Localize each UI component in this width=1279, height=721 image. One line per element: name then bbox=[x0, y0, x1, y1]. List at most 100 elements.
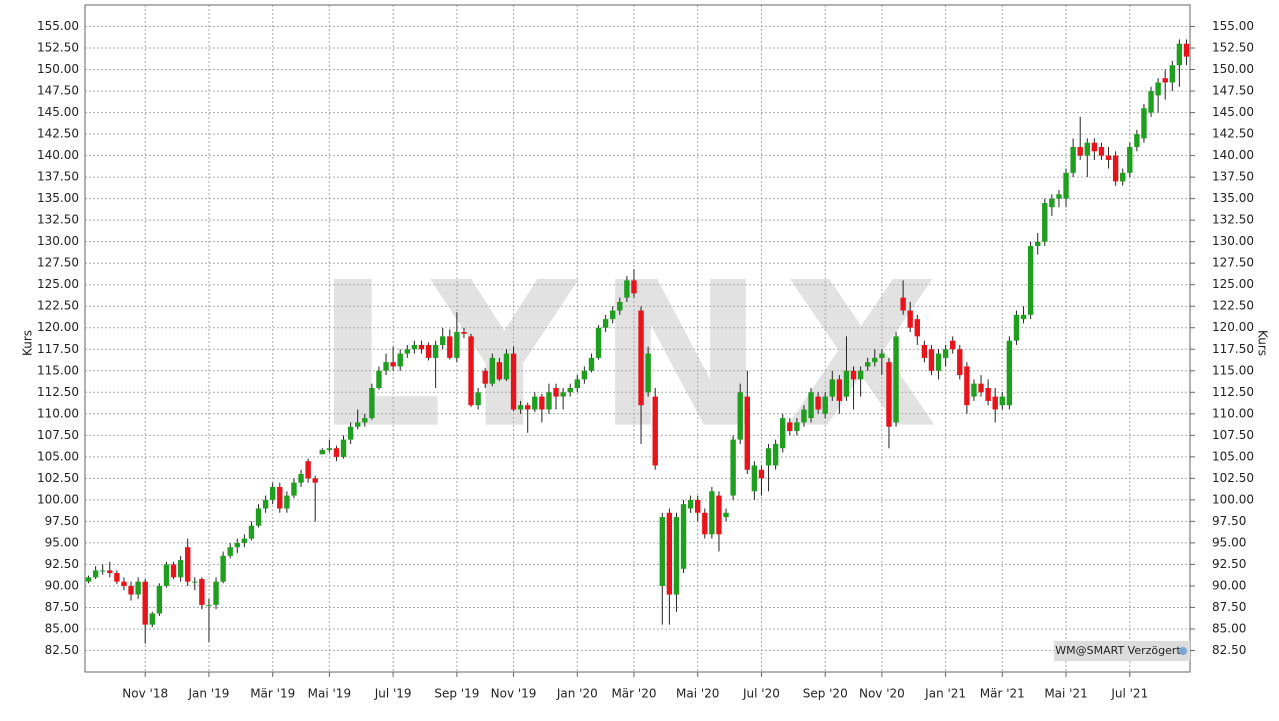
candle-body bbox=[1020, 314, 1027, 320]
candle-body bbox=[241, 538, 248, 543]
y2-tick-label: 155.00 bbox=[1212, 19, 1254, 33]
candle-body bbox=[638, 310, 644, 406]
y-tick-label: 127.50 bbox=[37, 256, 79, 270]
y2-tick-label: 115.00 bbox=[1212, 363, 1254, 377]
candle-body bbox=[319, 449, 325, 455]
candle-body bbox=[85, 577, 92, 582]
candle-body bbox=[1042, 202, 1048, 242]
x-tick-label: Sep '19 bbox=[434, 687, 479, 701]
y2-tick-label: 140.00 bbox=[1212, 148, 1254, 162]
candle-body bbox=[780, 418, 786, 449]
candle-body bbox=[482, 370, 488, 384]
y-tick-label: 95.00 bbox=[45, 535, 79, 549]
candle-body bbox=[255, 508, 262, 526]
y2-tick-label: 87.50 bbox=[1212, 600, 1246, 614]
candle-body bbox=[1112, 155, 1119, 182]
x-tick-label: Mär '19 bbox=[250, 687, 295, 701]
y-tick-label: 142.50 bbox=[37, 127, 79, 141]
candle-body bbox=[624, 280, 630, 298]
candle-body bbox=[709, 491, 715, 535]
candle-body bbox=[978, 383, 984, 393]
candle-body bbox=[865, 362, 871, 367]
candle-body bbox=[291, 482, 297, 496]
candle-body bbox=[1162, 78, 1168, 83]
candle-body bbox=[539, 396, 545, 410]
candle-body bbox=[602, 319, 609, 328]
y2-tick-label: 97.50 bbox=[1212, 514, 1246, 528]
candle-body bbox=[135, 581, 141, 595]
candle-body bbox=[595, 327, 602, 358]
candle-body bbox=[581, 370, 588, 380]
candle-body bbox=[347, 426, 354, 440]
candle-body bbox=[1098, 147, 1105, 156]
y-tick-label: 85.00 bbox=[45, 621, 79, 635]
candle-body bbox=[517, 405, 524, 410]
candle-body bbox=[787, 422, 793, 432]
y-tick-label: 122.50 bbox=[37, 299, 79, 313]
candle-body bbox=[312, 478, 318, 483]
badge-icon[interactable] bbox=[1179, 647, 1187, 655]
candle-body bbox=[723, 512, 729, 518]
candle-body bbox=[751, 465, 758, 492]
y2-tick-label: 135.00 bbox=[1212, 191, 1254, 205]
candle-body bbox=[801, 409, 807, 423]
candle-body bbox=[220, 555, 226, 582]
y-tick-label: 140.00 bbox=[37, 148, 79, 162]
candle-body bbox=[206, 604, 212, 606]
y-tick-label: 130.00 bbox=[37, 234, 79, 248]
y2-tick-label: 105.00 bbox=[1212, 449, 1254, 463]
y-tick-label: 125.00 bbox=[37, 277, 79, 291]
candle-body bbox=[921, 344, 928, 358]
y2-tick-label: 110.00 bbox=[1212, 406, 1254, 420]
candle-body bbox=[270, 486, 276, 500]
watermark: LYNX bbox=[316, 240, 959, 473]
candle-body bbox=[567, 387, 573, 393]
y-tick-label: 150.00 bbox=[37, 62, 79, 76]
candle-body bbox=[192, 581, 198, 583]
candle-body bbox=[454, 332, 460, 358]
y-tick-label: 147.50 bbox=[37, 84, 79, 98]
candle-body bbox=[1077, 147, 1083, 156]
candle-body bbox=[872, 357, 878, 363]
y2-tick-label: 92.50 bbox=[1212, 557, 1246, 571]
candle-body bbox=[886, 362, 892, 427]
x-tick-label: Mai '21 bbox=[1044, 687, 1087, 701]
x-tick-label: Nov '19 bbox=[491, 687, 537, 701]
candle-body bbox=[411, 344, 418, 350]
candle-body bbox=[907, 310, 913, 328]
candle-body bbox=[149, 613, 155, 625]
x-tick-label: Mai '20 bbox=[676, 687, 719, 701]
candle-body bbox=[1035, 241, 1041, 246]
y-tick-label: 110.00 bbox=[37, 406, 79, 420]
candle-body bbox=[794, 422, 800, 432]
candle-body bbox=[277, 486, 283, 509]
y-tick-label: 82.50 bbox=[45, 643, 79, 657]
y-tick-label: 120.00 bbox=[37, 320, 79, 334]
candle-body bbox=[574, 379, 580, 388]
y-tick-label: 115.00 bbox=[37, 363, 79, 377]
candle-body bbox=[737, 392, 743, 440]
y-tick-label: 152.50 bbox=[37, 41, 79, 55]
candle-body bbox=[900, 297, 906, 311]
candle-body bbox=[1148, 91, 1154, 113]
candle-body bbox=[971, 383, 977, 397]
candle-body bbox=[730, 439, 736, 496]
candle-body bbox=[496, 362, 503, 380]
candle-body bbox=[234, 542, 240, 548]
y2-tick-label: 90.00 bbox=[1212, 578, 1246, 592]
x-tick-label: Jan '21 bbox=[924, 687, 966, 701]
candle-body bbox=[418, 344, 425, 350]
y2-tick-label: 150.00 bbox=[1212, 62, 1254, 76]
candle-body bbox=[680, 504, 687, 569]
x-tick-label: Mai '19 bbox=[308, 687, 351, 701]
candle-body bbox=[532, 396, 538, 410]
candle-body bbox=[404, 349, 410, 354]
y-tick-label: 135.00 bbox=[37, 191, 79, 205]
y-tick-label: 105.00 bbox=[37, 449, 79, 463]
candle-body bbox=[340, 439, 347, 457]
candle-body bbox=[1120, 172, 1126, 182]
candle-body bbox=[1070, 147, 1076, 173]
y2-tick-label: 85.00 bbox=[1212, 621, 1246, 635]
y2-tick-label: 120.00 bbox=[1212, 320, 1254, 334]
